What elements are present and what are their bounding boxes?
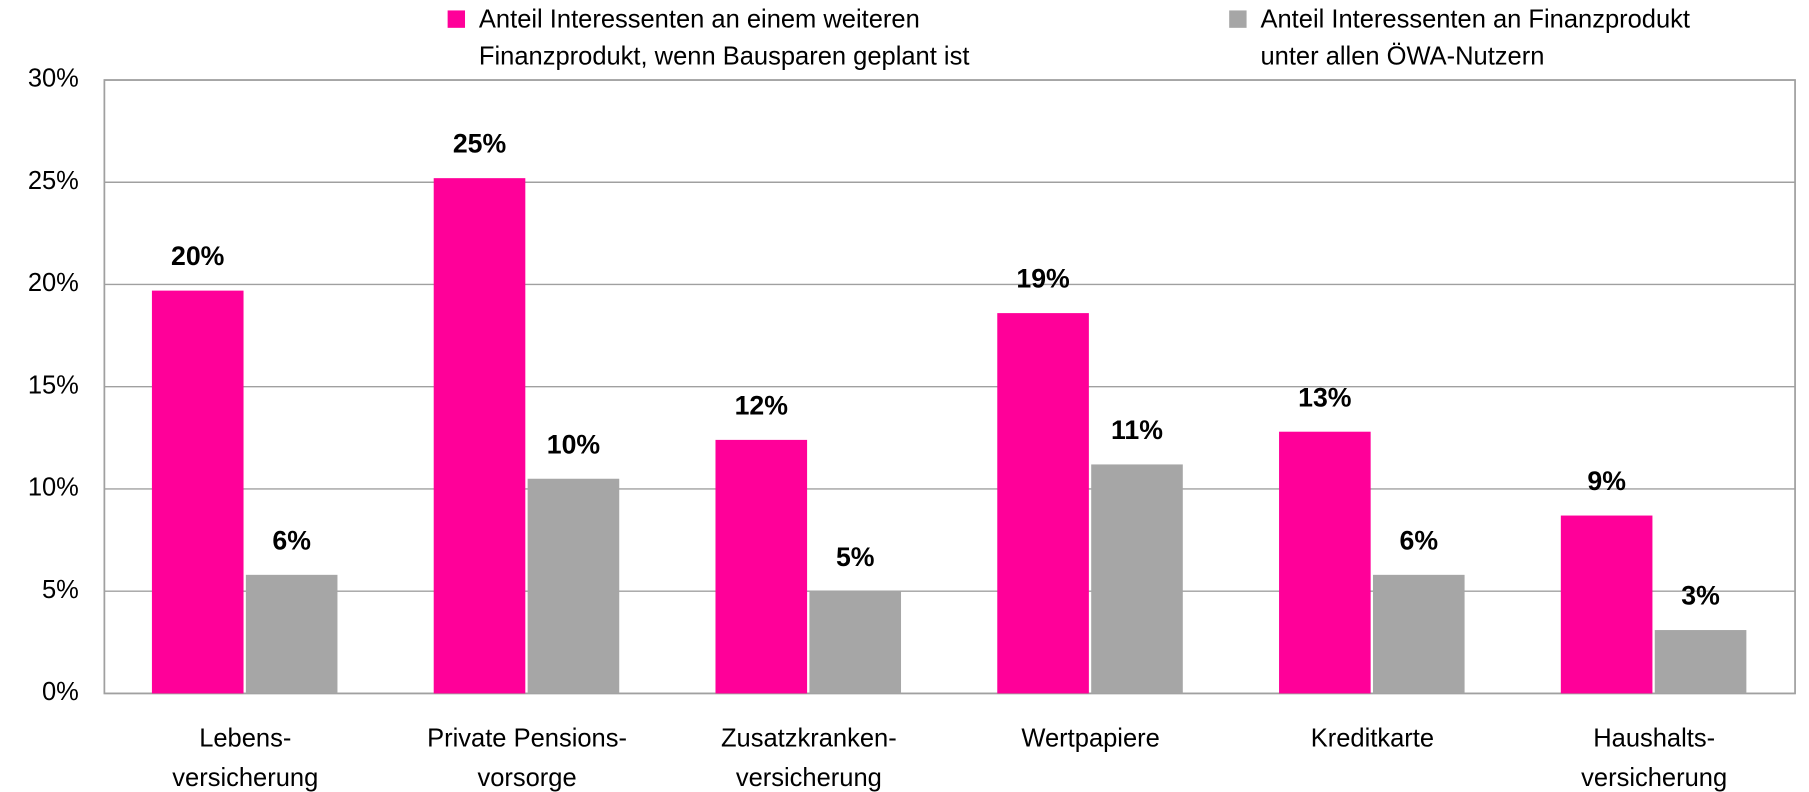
bar bbox=[1372, 574, 1465, 694]
value-label: 19% bbox=[1016, 264, 1069, 294]
y-tick-label: 0% bbox=[42, 678, 79, 706]
value-label: 12% bbox=[735, 390, 788, 420]
x-tick-label: Private Pensions- bbox=[427, 725, 627, 753]
y-tick-label: 30% bbox=[28, 65, 79, 93]
bar bbox=[715, 439, 808, 694]
bar bbox=[1091, 464, 1183, 694]
bar bbox=[151, 290, 244, 694]
value-label: 5% bbox=[836, 542, 875, 572]
y-tick-label: 20% bbox=[28, 269, 79, 297]
legend-label: Finanzprodukt, wenn Bausparen geplant is… bbox=[479, 43, 969, 71]
x-tick-label: versicherung bbox=[736, 764, 882, 792]
bar bbox=[245, 574, 338, 694]
bar bbox=[527, 478, 620, 694]
value-label: 20% bbox=[171, 241, 224, 271]
bar bbox=[809, 591, 902, 694]
value-label: 13% bbox=[1298, 382, 1351, 412]
value-label: 6% bbox=[1400, 525, 1439, 555]
bar bbox=[433, 178, 526, 694]
value-label: 10% bbox=[547, 429, 600, 459]
value-label: 3% bbox=[1681, 581, 1720, 611]
bar bbox=[1560, 515, 1653, 694]
bar bbox=[1654, 630, 1747, 694]
value-label: 25% bbox=[453, 129, 506, 159]
y-tick-label: 15% bbox=[28, 371, 79, 399]
bar bbox=[997, 313, 1089, 694]
legend-label: unter allen ÖWA-Nutzern bbox=[1260, 43, 1544, 71]
x-tick-label: Haushalts- bbox=[1593, 725, 1715, 753]
x-tick-label: versicherung bbox=[172, 764, 318, 792]
legend-swatch bbox=[1229, 10, 1247, 28]
legend-label: Anteil Interessenten an einem weiteren bbox=[479, 6, 920, 34]
plot-frame bbox=[103, 79, 1796, 695]
value-label: 11% bbox=[1111, 415, 1163, 445]
bar bbox=[1279, 431, 1371, 694]
x-tick-label: Zusatzkranken- bbox=[721, 725, 897, 753]
y-tick-label: 25% bbox=[28, 167, 79, 195]
x-tick-label: vorsorge bbox=[477, 764, 576, 792]
x-tick-label: Kreditkarte bbox=[1311, 725, 1434, 753]
y-tick-label: 5% bbox=[42, 576, 79, 604]
x-tick-label: versicherung bbox=[1581, 764, 1727, 792]
legend-swatch bbox=[447, 10, 466, 28]
value-label: 6% bbox=[272, 525, 311, 555]
x-tick-label: Wertpapiere bbox=[1021, 725, 1159, 753]
value-label: 9% bbox=[1587, 466, 1626, 496]
y-tick-label: 10% bbox=[28, 474, 79, 502]
legend-label: Anteil Interessenten an Finanzprodukt bbox=[1260, 6, 1690, 34]
x-tick-label: Lebens- bbox=[199, 725, 291, 753]
